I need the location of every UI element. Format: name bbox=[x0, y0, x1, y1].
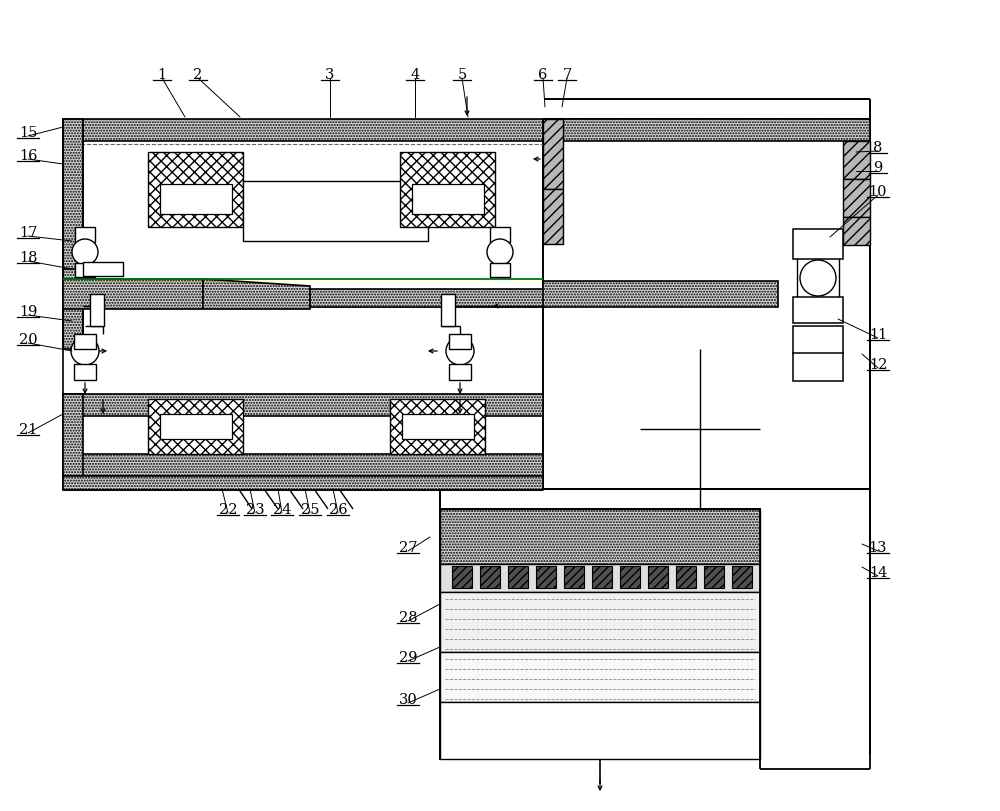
Bar bbox=[440, 652, 760, 702]
Circle shape bbox=[800, 260, 836, 297]
Bar bbox=[648, 566, 668, 588]
Text: 9: 9 bbox=[873, 161, 883, 175]
Bar bbox=[63, 120, 83, 350]
Bar bbox=[310, 290, 545, 307]
Bar bbox=[480, 566, 500, 588]
Circle shape bbox=[487, 240, 513, 266]
Bar bbox=[75, 228, 95, 242]
Text: 7: 7 bbox=[562, 68, 572, 82]
Polygon shape bbox=[203, 280, 310, 310]
Bar bbox=[490, 228, 510, 242]
Bar bbox=[440, 592, 760, 652]
Bar bbox=[543, 190, 563, 245]
Bar bbox=[63, 120, 543, 142]
Bar bbox=[843, 142, 870, 180]
Text: 22: 22 bbox=[219, 502, 237, 517]
Bar bbox=[543, 120, 563, 190]
Bar bbox=[843, 180, 870, 217]
Text: 29: 29 bbox=[399, 650, 417, 664]
Bar bbox=[160, 185, 232, 215]
Text: 25: 25 bbox=[301, 502, 319, 517]
Bar bbox=[441, 294, 455, 327]
Bar bbox=[676, 566, 696, 588]
Bar bbox=[620, 566, 640, 588]
Bar bbox=[160, 414, 232, 440]
Text: 6: 6 bbox=[538, 68, 548, 82]
Bar bbox=[704, 566, 724, 588]
Bar bbox=[440, 509, 760, 759]
Text: 4: 4 bbox=[410, 68, 420, 82]
Bar bbox=[440, 702, 760, 759]
Text: 18: 18 bbox=[19, 251, 37, 264]
Text: 20: 20 bbox=[19, 333, 37, 346]
Bar bbox=[793, 327, 843, 354]
Bar bbox=[75, 264, 95, 277]
Bar bbox=[797, 258, 839, 299]
Bar bbox=[74, 335, 96, 350]
Bar bbox=[793, 354, 843, 381]
Bar bbox=[400, 152, 495, 228]
Text: 15: 15 bbox=[19, 126, 37, 139]
Bar bbox=[793, 298, 843, 324]
Text: 24: 24 bbox=[273, 502, 291, 517]
Bar bbox=[508, 566, 528, 588]
Bar bbox=[440, 509, 760, 564]
Bar bbox=[390, 400, 485, 454]
Bar bbox=[536, 566, 556, 588]
Text: 11: 11 bbox=[869, 328, 887, 341]
Circle shape bbox=[446, 337, 474, 366]
Bar bbox=[412, 185, 484, 215]
Circle shape bbox=[71, 337, 99, 366]
Text: 2: 2 bbox=[193, 68, 203, 82]
Text: 27: 27 bbox=[399, 540, 417, 554]
Bar bbox=[90, 294, 104, 327]
Text: 13: 13 bbox=[869, 540, 887, 554]
Text: 26: 26 bbox=[329, 502, 347, 517]
Text: 14: 14 bbox=[869, 565, 887, 579]
Bar bbox=[63, 280, 203, 310]
Text: 8: 8 bbox=[873, 141, 883, 155]
Text: 28: 28 bbox=[399, 610, 417, 624]
Bar bbox=[402, 414, 474, 440]
Bar bbox=[592, 566, 612, 588]
Text: 21: 21 bbox=[19, 423, 37, 436]
Circle shape bbox=[72, 240, 98, 266]
Bar bbox=[564, 566, 584, 588]
Text: 3: 3 bbox=[325, 68, 335, 82]
Text: 5: 5 bbox=[457, 68, 467, 82]
Bar bbox=[148, 152, 243, 228]
Bar bbox=[843, 217, 870, 246]
Text: 19: 19 bbox=[19, 305, 37, 319]
Text: 10: 10 bbox=[869, 185, 887, 199]
Bar bbox=[543, 120, 870, 142]
Bar bbox=[243, 182, 428, 242]
Text: 17: 17 bbox=[19, 225, 37, 240]
Bar bbox=[440, 564, 760, 592]
Text: 23: 23 bbox=[246, 502, 264, 517]
Text: 12: 12 bbox=[869, 358, 887, 371]
Text: 16: 16 bbox=[19, 148, 37, 163]
Bar bbox=[449, 365, 471, 380]
Bar bbox=[793, 230, 843, 260]
Bar bbox=[63, 394, 543, 417]
Bar bbox=[543, 120, 870, 489]
Bar bbox=[452, 566, 472, 588]
Bar bbox=[63, 394, 83, 476]
Bar bbox=[732, 566, 752, 588]
Bar bbox=[63, 454, 543, 476]
Bar bbox=[490, 264, 510, 277]
Text: 30: 30 bbox=[399, 692, 417, 706]
Bar bbox=[63, 476, 543, 491]
Text: 1: 1 bbox=[157, 68, 167, 82]
Bar bbox=[74, 365, 96, 380]
Bar bbox=[83, 263, 123, 277]
Bar bbox=[543, 281, 778, 307]
Bar bbox=[148, 400, 243, 454]
Bar bbox=[449, 335, 471, 350]
